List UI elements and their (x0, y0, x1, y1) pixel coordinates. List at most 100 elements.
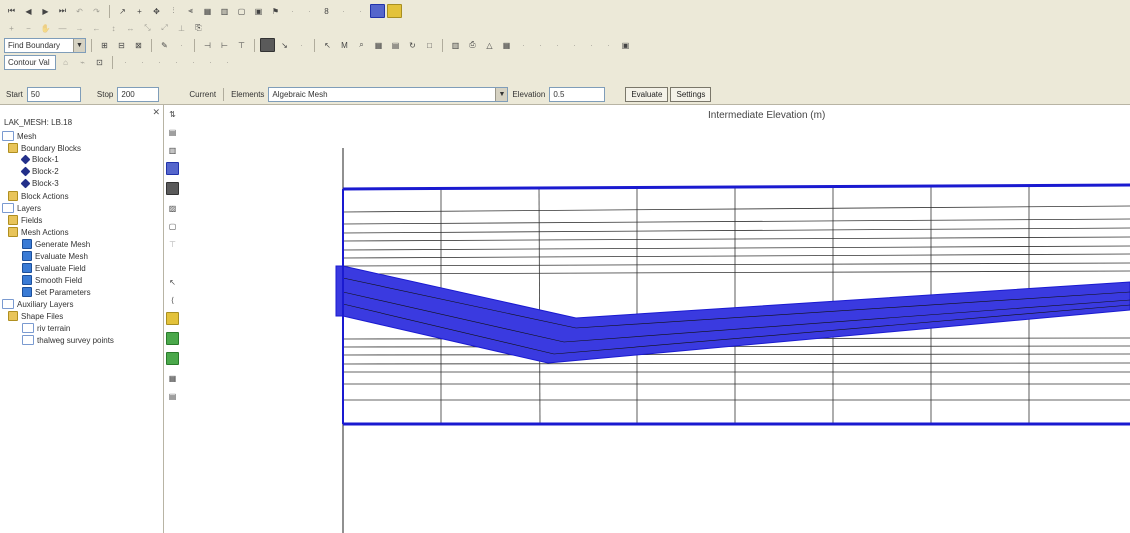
grid-icon[interactable]: ▦ (502, 40, 511, 50)
layer-tool-icon[interactable]: ▦ (168, 374, 177, 383)
layer-tool-icon[interactable]: ▨ (168, 204, 177, 213)
tree-item-auxiliary-layers[interactable]: Auxiliary Layers (2, 299, 73, 309)
tool-icon[interactable]: ⊥ (178, 23, 185, 33)
boundary-tool-icon[interactable]: ⊠ (135, 40, 142, 50)
layer-tool-icon[interactable] (166, 182, 179, 195)
pointer-icon[interactable]: ↗ (119, 6, 126, 16)
tree-item-fields[interactable]: Fields (8, 215, 42, 225)
tree-item-action[interactable]: Set Parameters (22, 287, 91, 297)
tree-item-block-actions[interactable]: Block Actions (8, 191, 69, 201)
measure-icon[interactable]: M (341, 40, 348, 50)
pencil-icon[interactable]: ✎ (161, 40, 168, 50)
tree-item-shape[interactable]: riv terrain (22, 323, 70, 333)
tree-item-action[interactable]: Evaluate Mesh (22, 251, 88, 261)
nav-next-icon[interactable]: ▶ (42, 6, 49, 16)
line-icon[interactable]: — (58, 23, 67, 33)
undo-icon[interactable]: ↶ (76, 6, 83, 16)
nav-first-icon[interactable]: ⏮ (7, 6, 16, 15)
tool-icon[interactable]: ⊡ (96, 57, 103, 67)
tree-item-block[interactable]: Block-2 (20, 166, 59, 177)
layer-tool-icon[interactable] (166, 312, 179, 325)
arrow-left-icon[interactable]: ← (92, 23, 101, 33)
fill-icon[interactable] (260, 38, 275, 52)
stop-input[interactable]: 200 (117, 86, 160, 102)
start-input[interactable]: 50 (26, 86, 81, 102)
copy-icon[interactable]: ⎘ (195, 23, 202, 32)
tree-item-layers[interactable]: Layers (2, 203, 41, 213)
layer-tool-icon[interactable] (166, 332, 179, 345)
layer-tool-icon[interactable]: ▥ (168, 146, 177, 155)
refine-icon[interactable]: ▦ (203, 6, 212, 16)
boundary-tool-icon[interactable]: ⊟ (118, 40, 125, 50)
settings-button[interactable]: Settings (670, 86, 712, 102)
search-icon[interactable]: ⌕ (359, 40, 364, 49)
layer-tool-icon[interactable]: ⇅ (169, 110, 176, 119)
tool-icon[interactable]: ⌁ (80, 57, 85, 67)
redo-icon[interactable]: ↷ (93, 6, 100, 16)
flag-icon[interactable]: ⚑ (271, 6, 280, 16)
tree-item-block[interactable]: Block-3 (20, 178, 59, 189)
boundary-combo[interactable]: Find Boundary ▼ (4, 37, 86, 53)
open-folder-icon[interactable] (387, 4, 402, 18)
arrow-right-icon[interactable]: → (75, 23, 84, 33)
table-icon[interactable]: ▦ (374, 40, 383, 50)
layer-color-icon[interactable] (370, 4, 385, 18)
chart-icon[interactable]: ▥ (451, 40, 460, 50)
split-icon[interactable]: ⫶ (172, 6, 175, 15)
layer-tool-icon[interactable] (166, 352, 179, 365)
add-node-icon[interactable]: + (137, 6, 142, 16)
layer-tool-icon[interactable]: ▢ (168, 222, 177, 231)
tool-icon[interactable]: ↕ (111, 23, 116, 33)
number-icon[interactable]: 8 (324, 6, 329, 16)
layer-tool-icon[interactable]: ⊤ (169, 240, 176, 249)
layer-tool-icon[interactable]: ▤ (168, 128, 177, 137)
tool-icon[interactable]: ⌂ (63, 57, 68, 67)
merge-icon[interactable]: ⫷ (188, 6, 193, 15)
mesh-canvas[interactable]: Intermediate Elevation (m) (188, 106, 1130, 533)
layer-tool-icon[interactable]: ⟨ (170, 296, 175, 305)
tool-icon[interactable]: ↔ (126, 23, 135, 33)
layer-tool-icon[interactable]: ▤ (168, 392, 177, 401)
tool-icon[interactable]: ⊢ (221, 40, 228, 50)
elements-combo[interactable]: Algebraic Mesh ▼ (268, 86, 509, 102)
tree-item-boundary-blocks[interactable]: Boundary Blocks (8, 143, 81, 153)
evaluate-button[interactable]: Evaluate (625, 86, 669, 102)
tool-icon[interactable]: ⊣ (204, 40, 211, 50)
frame-icon[interactable]: ▢ (237, 6, 246, 16)
pan-icon[interactable]: ✋ (40, 23, 51, 33)
layer-tool-icon[interactable] (166, 162, 179, 175)
tool-icon[interactable]: ↘ (281, 40, 288, 50)
tree-item-mesh-actions[interactable]: Mesh Actions (8, 227, 69, 237)
mesh-plot[interactable] (188, 106, 1130, 533)
tree-item-action[interactable]: Generate Mesh (22, 239, 90, 249)
elevation-input[interactable]: 0.5 (549, 86, 606, 102)
tree-item-mesh[interactable]: Mesh (2, 131, 37, 141)
tool-icon[interactable]: ⤢ (161, 23, 168, 32)
box-icon[interactable]: ▣ (254, 6, 263, 16)
chevron-down-icon[interactable]: ▼ (73, 38, 85, 52)
contour-combo[interactable]: Contour Val (4, 54, 56, 70)
select-arrow-icon[interactable]: ↖ (324, 40, 331, 50)
grid-icon[interactable]: ▥ (220, 6, 229, 16)
tree-item-block[interactable]: Block-1 (20, 154, 59, 165)
rectangle-icon[interactable]: □ (427, 40, 432, 50)
layer-tool-icon[interactable]: ↖ (169, 278, 176, 287)
rotate-icon[interactable]: ↻ (409, 40, 416, 50)
zoom-out-icon[interactable]: − (26, 23, 31, 33)
boundary-tool-icon[interactable]: ⊞ (101, 40, 108, 50)
close-icon[interactable]: ✕ (152, 107, 160, 117)
nav-prev-icon[interactable]: ◀ (25, 6, 32, 16)
nav-last-icon[interactable]: ⏭ (58, 6, 67, 15)
tree-item-shape-files[interactable]: Shape Files (8, 311, 63, 321)
triangle-icon[interactable]: △ (486, 40, 493, 50)
table-icon[interactable]: ▤ (391, 40, 400, 50)
tree-item-shape[interactable]: thalweg survey points (22, 335, 114, 345)
tool-icon[interactable]: ⤡ (144, 23, 151, 32)
tool-icon[interactable]: ⊤ (238, 40, 245, 50)
tree-root[interactable]: LAK_MESH: LB.18 (4, 118, 72, 127)
tree-item-action[interactable]: Evaluate Field (22, 263, 86, 273)
move-node-icon[interactable]: ✥ (153, 6, 160, 16)
save-icon[interactable]: ▣ (621, 40, 630, 50)
print-icon[interactable]: ⎙ (469, 40, 476, 49)
chevron-down-icon[interactable]: ▼ (495, 87, 508, 101)
